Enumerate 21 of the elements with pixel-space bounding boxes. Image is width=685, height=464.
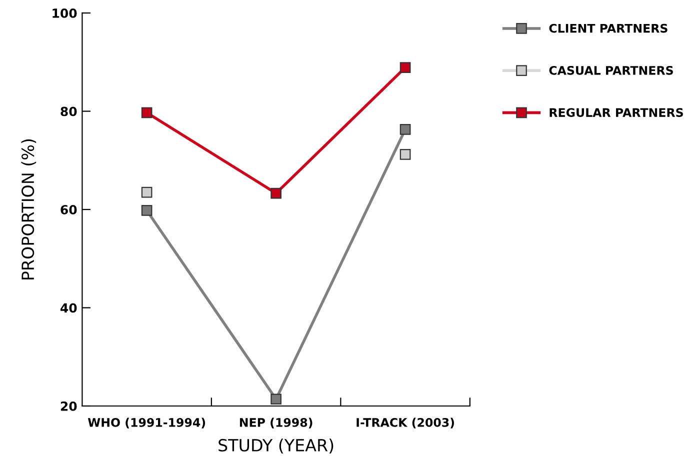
x-tick-label: NEP (1998) [240, 418, 312, 428]
x-tick-label: I-TRACK (2003) [356, 418, 454, 428]
point [400, 62, 411, 73]
legend-label: CLIENT PARTNERS [549, 24, 668, 33]
point [270, 188, 282, 199]
point [400, 124, 411, 135]
y-axis-title: PROPORTION (%) [21, 139, 36, 280]
x-axis-title: STUDY (YEAR) [218, 438, 334, 454]
point [141, 107, 152, 118]
point [141, 186, 152, 198]
y-tick-label: 20 [60, 401, 77, 411]
legend-label: REGULAR PARTNERS [550, 108, 683, 117]
point [141, 205, 152, 216]
y-tick-label: 80 [60, 106, 77, 116]
y-tick-label: 40 [60, 303, 77, 313]
point [270, 394, 282, 405]
point [400, 149, 411, 160]
legend-label: CASUAL PARTNERS [549, 66, 673, 75]
y-tick-label: 100 [52, 8, 77, 18]
y-tick-label: 60 [60, 204, 77, 214]
x-tick-label: WHO (1991-1994) [88, 418, 206, 428]
